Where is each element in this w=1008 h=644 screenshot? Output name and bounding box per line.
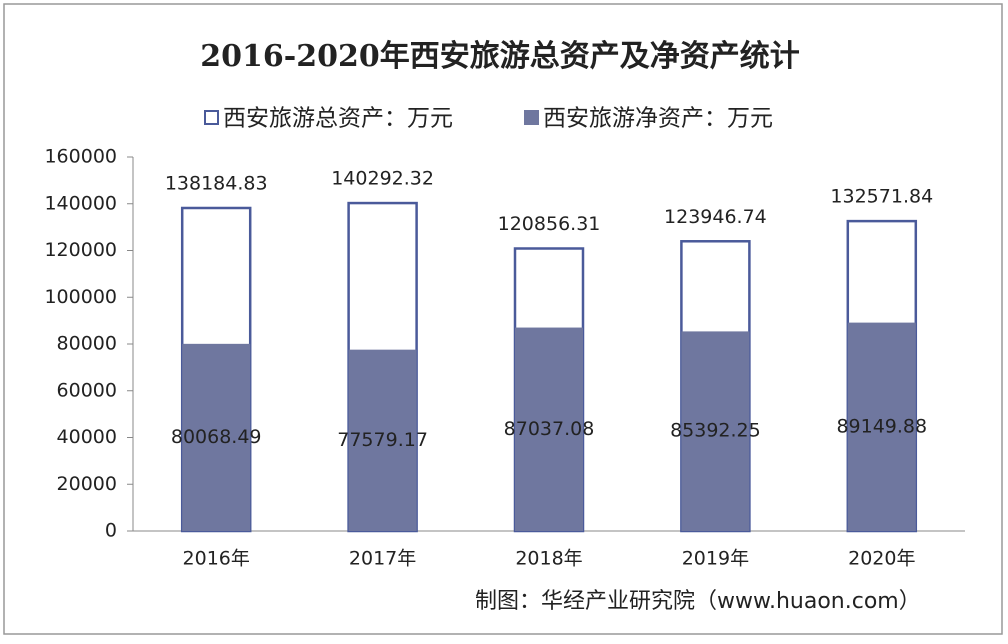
legend-swatch [204, 110, 219, 125]
data-label: 80068.49 [171, 426, 262, 448]
bar [847, 322, 916, 531]
data-label: 85392.25 [670, 420, 761, 442]
source: 制图：华经产业研究院（www.huaon.com） [475, 589, 921, 614]
x-tick-label: 2016年 [183, 548, 250, 570]
y-tick-label: 20000 [57, 473, 117, 495]
legend-label: 西安旅游总资产：万元 [223, 106, 453, 132]
data-label: 138184.83 [165, 172, 268, 194]
x-tick-label: 2017年 [349, 548, 416, 570]
data-label: 89149.88 [836, 415, 927, 437]
bar [681, 331, 750, 531]
data-label: 132571.84 [830, 186, 933, 208]
x-tick-label: 2018年 [515, 548, 582, 570]
y-tick-label: 160000 [44, 146, 117, 168]
chart-title: 2016-2020年西安旅游总资产及净资产统计 [200, 39, 799, 74]
bar [515, 327, 583, 531]
y-tick-label: 80000 [57, 333, 117, 355]
y-tick-label: 60000 [57, 379, 117, 401]
y-tick-label: 140000 [44, 192, 117, 214]
x-tick-label: 2020年 [848, 548, 915, 570]
y-tick-label: 0 [105, 520, 117, 542]
y-tick-label: 100000 [44, 286, 117, 308]
bar [182, 343, 251, 531]
data-label: 120856.31 [498, 213, 601, 235]
x-tick-label: 2019年 [682, 548, 749, 570]
legend-swatch [524, 110, 539, 125]
y-tick-label: 40000 [57, 426, 117, 448]
data-label: 140292.32 [331, 168, 434, 190]
y-tick-label: 120000 [44, 239, 117, 261]
data-label: 77579.17 [337, 429, 428, 451]
legend-label: 西安旅游净资产：万元 [543, 106, 773, 132]
bar [348, 349, 417, 531]
data-label: 123946.74 [664, 206, 767, 228]
data-label: 87037.08 [504, 418, 595, 440]
frame [3, 3, 1003, 635]
